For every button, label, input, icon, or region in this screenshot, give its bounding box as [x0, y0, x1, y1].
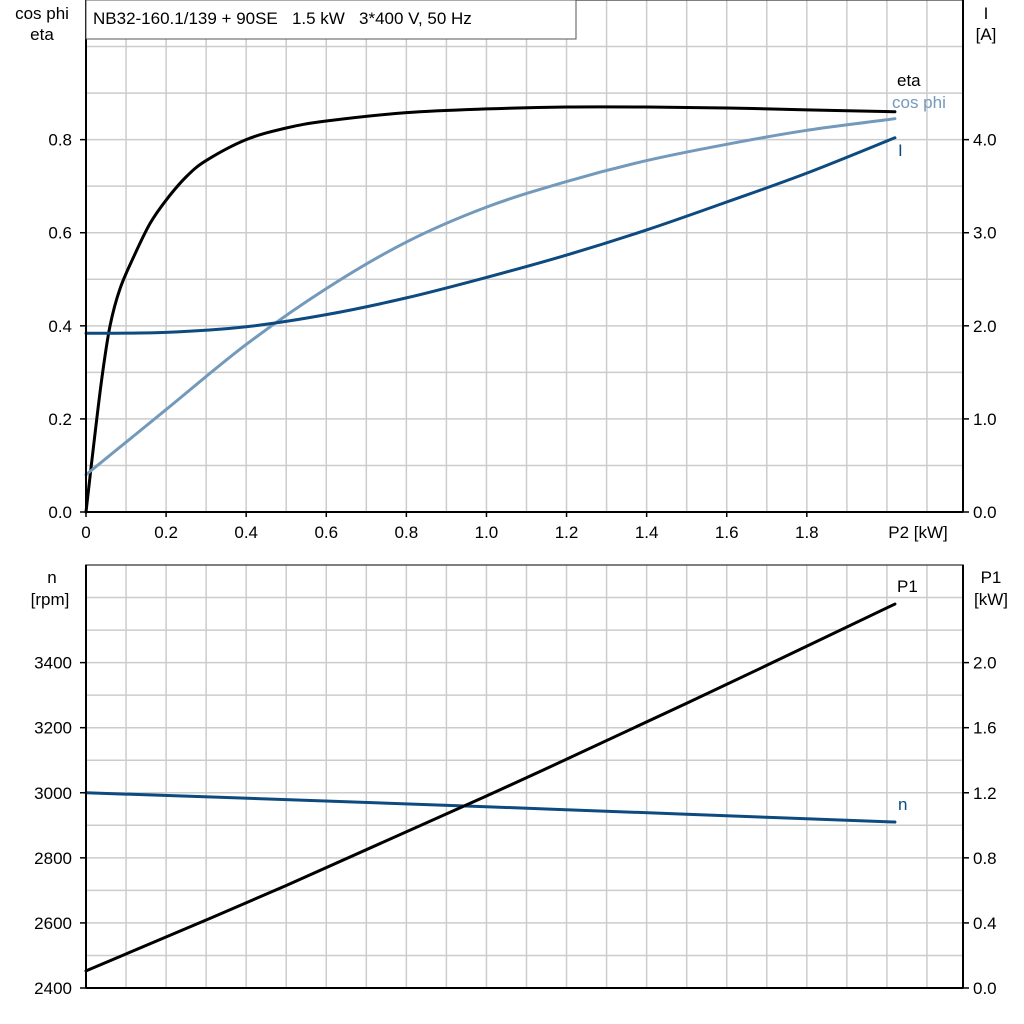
bottom-series-n: [84, 791, 897, 824]
chart-title: NB32-160.1/139 + 90SE 1.5 kW 3*400 V, 50…: [93, 9, 472, 28]
top-x-tick-label: 1.6: [715, 523, 739, 542]
bottom-right-tick-label: 0.8: [973, 849, 997, 868]
top-left-tick-label: 0.8: [48, 131, 72, 150]
top-x-tick-label: 0.8: [395, 523, 419, 542]
top-right-tick-label: 0.0: [973, 503, 997, 522]
legend-P1: P1: [897, 577, 918, 596]
bottom-left-tick-label: 3000: [34, 784, 72, 803]
top-x-tick-label: 0: [81, 523, 90, 542]
top-right-tick-label: 1.0: [973, 410, 997, 429]
chart-title-box: NB32-160.1/139 + 90SE 1.5 kW 3*400 V, 50…: [85, 0, 577, 40]
top-x-tick-label: 1.8: [795, 523, 819, 542]
legend-cos-phi: cos phi: [892, 93, 946, 112]
top-left-tick-label: 0.4: [48, 317, 72, 336]
top-right-tick-label: 4.0: [973, 131, 997, 150]
bottom-plot-frame: [85, 564, 964, 989]
top-left-ylabel-2: eta: [30, 25, 54, 44]
top-right-ylabel-1: I: [984, 4, 989, 23]
top-x-tick-label: 1.2: [555, 523, 579, 542]
bottom-left-tick-label: 3200: [34, 719, 72, 738]
top-x-tick-label: 0.2: [154, 523, 178, 542]
top-series-i: [84, 136, 897, 335]
axis-labels: cos phi eta I [A] P2 [kW] n [rpm] P1 [kW…: [15, 4, 1008, 814]
top-plot-frame: [85, 0, 964, 513]
bottom-left-tick-label: 2800: [34, 849, 72, 868]
bottom-left-ylabel-1: n: [47, 568, 56, 587]
top-x-tick-label: 1.4: [635, 523, 659, 542]
top-left-tick-label: 0.2: [48, 410, 72, 429]
top-left-tick-label: 0.6: [48, 224, 72, 243]
top-x-tick-label: 0.6: [314, 523, 338, 542]
top-grid: [86, 0, 963, 512]
bottom-right-tick-label: 1.2: [973, 784, 997, 803]
top-right-ylabel-2: [A]: [976, 25, 997, 44]
top-x-tick-label: 0.4: [234, 523, 258, 542]
series-lines: [84, 105, 897, 973]
bottom-right-tick-label: 1.6: [973, 719, 997, 738]
top-left-ylabel-1: cos phi: [15, 4, 69, 23]
top-series-cos-phi: [84, 117, 897, 477]
top-xlabel: P2 [kW]: [888, 523, 948, 542]
bottom-grid: [86, 565, 963, 988]
bottom-right-ylabel-2: [kW]: [974, 590, 1008, 609]
bottom-series-p1: [84, 602, 897, 973]
bottom-right-tick-label: 2.0: [973, 654, 997, 673]
bottom-right-ylabel-1: P1: [981, 568, 1002, 587]
bottom-right-tick-label: 0.4: [973, 914, 997, 933]
top-series-eta: [84, 105, 897, 514]
top-left-tick-label: 0.0: [48, 503, 72, 522]
bottom-left-ylabel-2: [rpm]: [31, 590, 70, 609]
legend-eta: eta: [897, 71, 921, 90]
bottom-left-tick-label: 3400: [34, 654, 72, 673]
bottom-left-tick-label: 2600: [34, 914, 72, 933]
legend-n: n: [898, 795, 907, 814]
top-right-tick-label: 3.0: [973, 224, 997, 243]
legend-I: I: [898, 141, 903, 160]
axes: 0.0 0.2 0.4 0.6 0.8 0.0 1.0 2.0 3.0 4.0 0 0.2 0.4 0.6…: [34, 0, 997, 998]
bottom-right-tick-label: 0.0: [973, 979, 997, 998]
top-right-tick-label: 2.0: [973, 317, 997, 336]
bottom-left-tick-label: 2400: [34, 979, 72, 998]
top-x-tick-label: 1.0: [475, 523, 499, 542]
